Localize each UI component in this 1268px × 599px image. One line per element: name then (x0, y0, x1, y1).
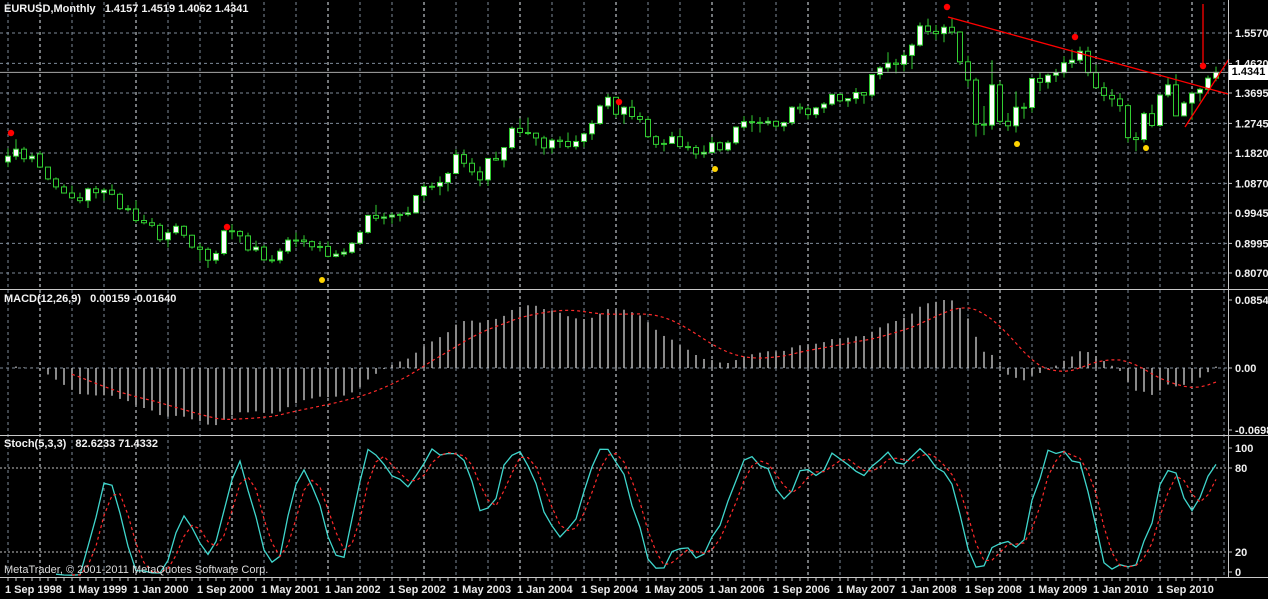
svg-text:0.8995: 0.8995 (1235, 238, 1268, 250)
svg-text:1 May 2005: 1 May 2005 (645, 584, 703, 596)
svg-text:0.9945: 0.9945 (1235, 208, 1268, 220)
svg-text:1.2745: 1.2745 (1235, 118, 1268, 130)
svg-text:1 May 2007: 1 May 2007 (837, 584, 895, 596)
svg-text:0.00: 0.00 (1235, 363, 1256, 375)
svg-text:0.08544: 0.08544 (1235, 295, 1268, 307)
buy-signal-dot (1014, 141, 1020, 147)
svg-text:1 Sep 2002: 1 Sep 2002 (389, 584, 446, 596)
sell-signal-dot (1071, 33, 1079, 41)
macd-signal-line (71, 307, 1217, 420)
svg-text:1 Sep 2000: 1 Sep 2000 (197, 584, 254, 596)
buy-signal-dot (1143, 145, 1149, 151)
svg-text:100: 100 (1235, 443, 1253, 455)
svg-text:1 Jan 2008: 1 Jan 2008 (901, 584, 957, 596)
svg-text:1 Jan 2000: 1 Jan 2000 (133, 584, 189, 596)
svg-text:1.3695: 1.3695 (1235, 88, 1268, 100)
trendline-ascending-support (1184, 58, 1230, 128)
buy-signal-dot (712, 166, 718, 172)
buy-signal-dot (319, 277, 325, 283)
annotations-layer[interactable] (7, 3, 1230, 283)
sell-signal-dot (615, 98, 623, 106)
svg-text:0: 0 (1235, 567, 1241, 579)
stoch-layer (55, 447, 1217, 576)
sell-signal-dot (7, 129, 15, 137)
candles-layer (0, 17, 1228, 268)
svg-text:1 May 2003: 1 May 2003 (453, 584, 511, 596)
svg-text:1 Jan 2010: 1 Jan 2010 (1093, 584, 1149, 596)
svg-text:1 May 2009: 1 May 2009 (1029, 584, 1087, 596)
svg-text:1 Jan 2004: 1 Jan 2004 (517, 584, 574, 596)
svg-text:1.4620: 1.4620 (1235, 58, 1268, 70)
svg-text:1 May 1999: 1 May 1999 (69, 584, 127, 596)
svg-text:1.1820: 1.1820 (1235, 148, 1268, 160)
svg-text:1.5570: 1.5570 (1235, 28, 1268, 40)
svg-text:20: 20 (1235, 547, 1247, 559)
svg-text:80: 80 (1235, 463, 1247, 475)
svg-text:1.0870: 1.0870 (1235, 178, 1268, 190)
grid-layer (0, 2, 1228, 577)
macd-layer (15, 300, 1217, 426)
svg-text:1 Jan 2006: 1 Jan 2006 (709, 584, 765, 596)
svg-text:1 Jan 2002: 1 Jan 2002 (325, 584, 381, 596)
svg-text:1 Sep 1998: 1 Sep 1998 (5, 584, 62, 596)
svg-text:1 Sep 2004: 1 Sep 2004 (581, 584, 639, 596)
stoch-k-line (55, 447, 1217, 576)
svg-text:1 Sep 2010: 1 Sep 2010 (1157, 584, 1214, 596)
svg-text:1 Sep 2006: 1 Sep 2006 (773, 584, 830, 596)
time-axis[interactable]: 1 Sep 1998 1 May 1999 1 Jan 2000 1 Sep 2000… (5, 578, 1217, 596)
sell-signal-dot (1199, 62, 1207, 70)
stoch-d-line (71, 450, 1217, 576)
svg-text:-0.06988: -0.06988 (1235, 425, 1268, 437)
sell-signal-dot (223, 223, 231, 231)
svg-text:0.8070: 0.8070 (1235, 268, 1268, 280)
sell-signal-dot (943, 3, 951, 11)
price-axis[interactable]: 1.5570 1.4620 1.3695 1.2745 1.1820 1.0870 0.99… (0, 0, 1268, 579)
svg-text:1 May 2001: 1 May 2001 (261, 584, 319, 596)
trendline-descending-resistance (947, 16, 1229, 95)
svg-text:1 Sep 2008: 1 Sep 2008 (965, 584, 1022, 596)
